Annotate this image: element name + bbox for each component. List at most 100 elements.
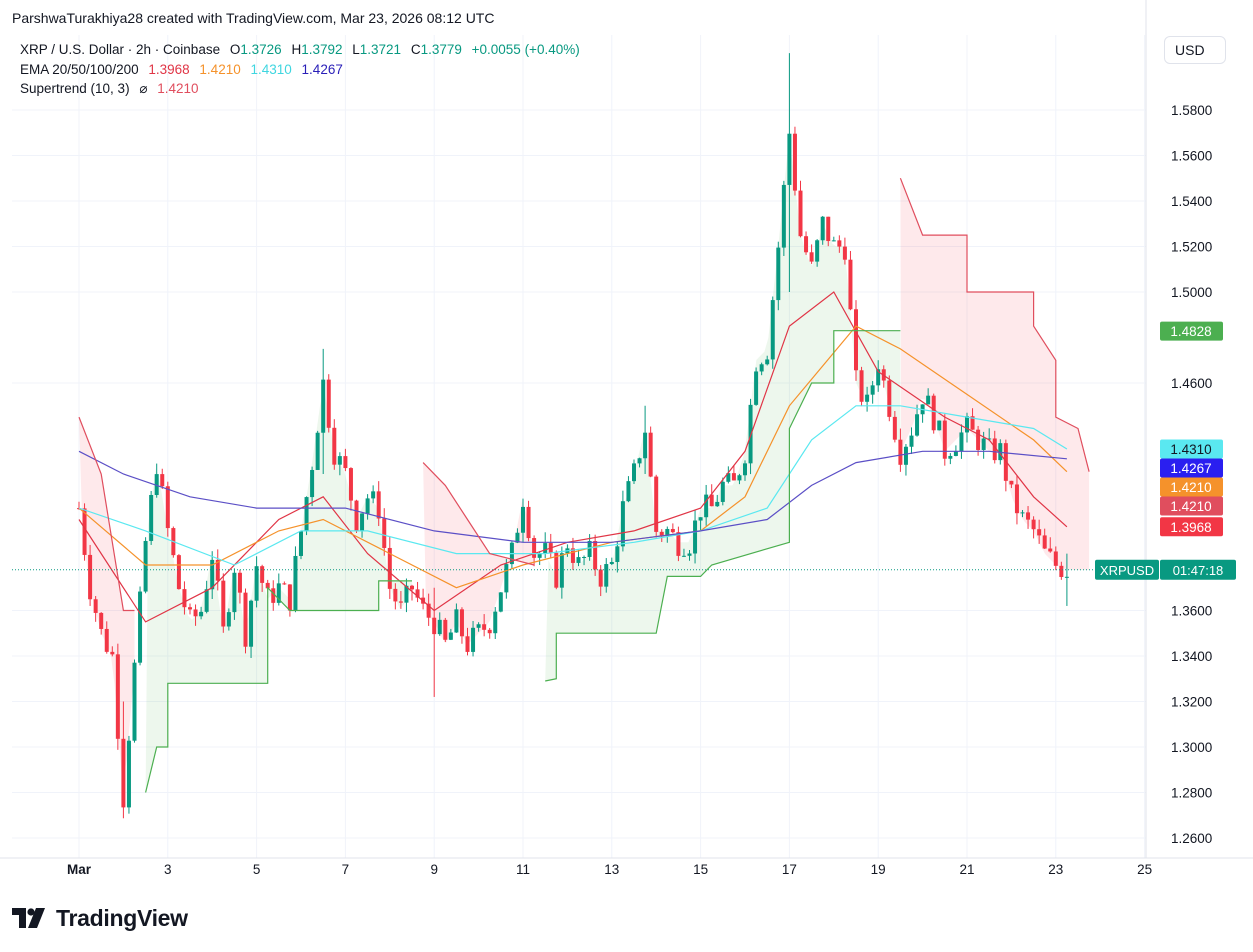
candle-body xyxy=(570,548,575,563)
candle-body xyxy=(465,636,470,652)
candle-body xyxy=(615,546,620,562)
candle-body xyxy=(554,552,559,588)
candle-body xyxy=(93,599,98,613)
x-tick-label: 19 xyxy=(871,862,886,877)
candle-body xyxy=(820,216,825,241)
candle-body xyxy=(282,583,287,585)
x-tick-label: 23 xyxy=(1048,862,1063,877)
price-label: 1.4828 xyxy=(1170,324,1211,339)
candle-body xyxy=(254,566,259,601)
ohlc-row: XRP / U.S. Dollar · 2h · Coinbase O1.372… xyxy=(20,40,580,60)
candle-body xyxy=(326,379,331,428)
supertrend-line xyxy=(545,330,901,682)
y-tick-label: 1.3600 xyxy=(1171,604,1212,619)
candle-body xyxy=(154,474,159,495)
candle-body xyxy=(804,236,809,253)
candle-body xyxy=(837,240,842,247)
candle-body xyxy=(332,427,337,465)
ema-row[interactable]: EMA 20/50/100/200 1.3968 1.4210 1.4310 1… xyxy=(20,60,580,80)
candle-body xyxy=(426,603,431,618)
last-price-line: XRPUSD 01:47:18 xyxy=(12,559,1236,580)
currency-button[interactable]: USD xyxy=(1164,36,1226,64)
candle-body xyxy=(304,497,309,532)
candle-body xyxy=(676,532,681,556)
low-value: 1.3721 xyxy=(359,42,402,57)
candle-body xyxy=(221,580,226,627)
ema-label: EMA 20/50/100/200 xyxy=(20,61,139,77)
candle-body xyxy=(1031,519,1036,530)
y-tick-label: 1.5800 xyxy=(1171,103,1212,118)
x-tick-label: 13 xyxy=(604,862,619,877)
candlesticks xyxy=(77,53,1069,819)
supertrend-fill xyxy=(79,417,135,786)
candle-body xyxy=(870,385,875,395)
candle-body xyxy=(715,501,720,507)
candle-body xyxy=(659,531,664,537)
tradingview-logo[interactable]: TradingView xyxy=(12,903,188,933)
supertrend-line xyxy=(899,177,1090,472)
y-tick-label: 1.3400 xyxy=(1171,649,1212,664)
change-value: +0.0055 (+0.40%) xyxy=(471,42,580,57)
supertrend-row[interactable]: Supertrend (10, 3) ⌀ 1.4210 xyxy=(20,79,580,99)
candle-body xyxy=(598,569,603,587)
symbol-tag-bg xyxy=(1095,559,1159,580)
price-label: 1.4210 xyxy=(1170,499,1211,514)
ema20-line xyxy=(78,291,1068,623)
y-tick-label: 1.5200 xyxy=(1171,240,1212,255)
symbol-title[interactable]: XRP / U.S. Dollar · 2h · Coinbase xyxy=(20,42,221,57)
time-axis[interactable]: Mar 3 5 7 9 11 13 15 17 19 21 23 25 xyxy=(67,862,1152,877)
candle-body xyxy=(232,572,237,613)
close-label: C xyxy=(410,42,421,57)
candle-body xyxy=(981,438,986,450)
candle-body xyxy=(215,559,220,581)
candle-body xyxy=(781,184,786,248)
candle-body xyxy=(826,216,831,242)
candle-body xyxy=(88,554,93,600)
candle-body xyxy=(276,583,281,603)
candle-body xyxy=(360,513,365,531)
price-label: 1.4210 xyxy=(1170,480,1211,495)
x-tick-label: 5 xyxy=(253,862,261,877)
candle-body xyxy=(915,414,920,436)
candle-body xyxy=(898,439,903,465)
candle-body xyxy=(859,370,864,402)
candle-body xyxy=(310,469,315,498)
supertrend-icon: ⌀ xyxy=(139,81,148,96)
candle-body xyxy=(448,632,453,640)
price-axis[interactable]: 1.2600 1.2800 1.3000 1.3200 1.3400 1.3600 1.46… xyxy=(1171,103,1212,846)
candle-body xyxy=(632,463,636,482)
candle-body xyxy=(654,476,659,532)
x-tick-label: Mar xyxy=(67,862,92,877)
candle-body xyxy=(387,547,392,589)
x-tick-label: 25 xyxy=(1137,862,1152,877)
ema-lines xyxy=(78,291,1068,623)
candle-body xyxy=(493,611,498,634)
candle-body xyxy=(515,532,520,543)
supertrend-value: 1.4210 xyxy=(157,81,199,96)
candle-body xyxy=(970,416,975,430)
candle-body xyxy=(887,380,892,417)
candle-body xyxy=(537,553,542,558)
supertrend-fill xyxy=(900,178,1090,570)
candle-body xyxy=(593,541,598,570)
candle-body xyxy=(121,738,126,808)
candle-body xyxy=(382,518,387,548)
candle-body xyxy=(110,651,115,655)
candle-body xyxy=(976,429,981,450)
candle-body xyxy=(931,395,936,431)
candle-body xyxy=(787,133,792,185)
candle-body xyxy=(620,501,625,547)
high-label: H xyxy=(291,42,302,57)
candle-body xyxy=(737,475,742,481)
x-tick-label: 15 xyxy=(693,862,708,877)
candle-body xyxy=(726,473,731,482)
candle-body xyxy=(643,432,648,459)
price-label: 1.3968 xyxy=(1170,520,1211,535)
candle-body xyxy=(765,359,770,365)
supertrend-fill xyxy=(545,143,901,681)
price-label: 1.4267 xyxy=(1170,461,1211,476)
candle-body xyxy=(321,379,326,433)
x-tick-label: 3 xyxy=(164,862,172,877)
price-label-bg xyxy=(1160,496,1223,516)
